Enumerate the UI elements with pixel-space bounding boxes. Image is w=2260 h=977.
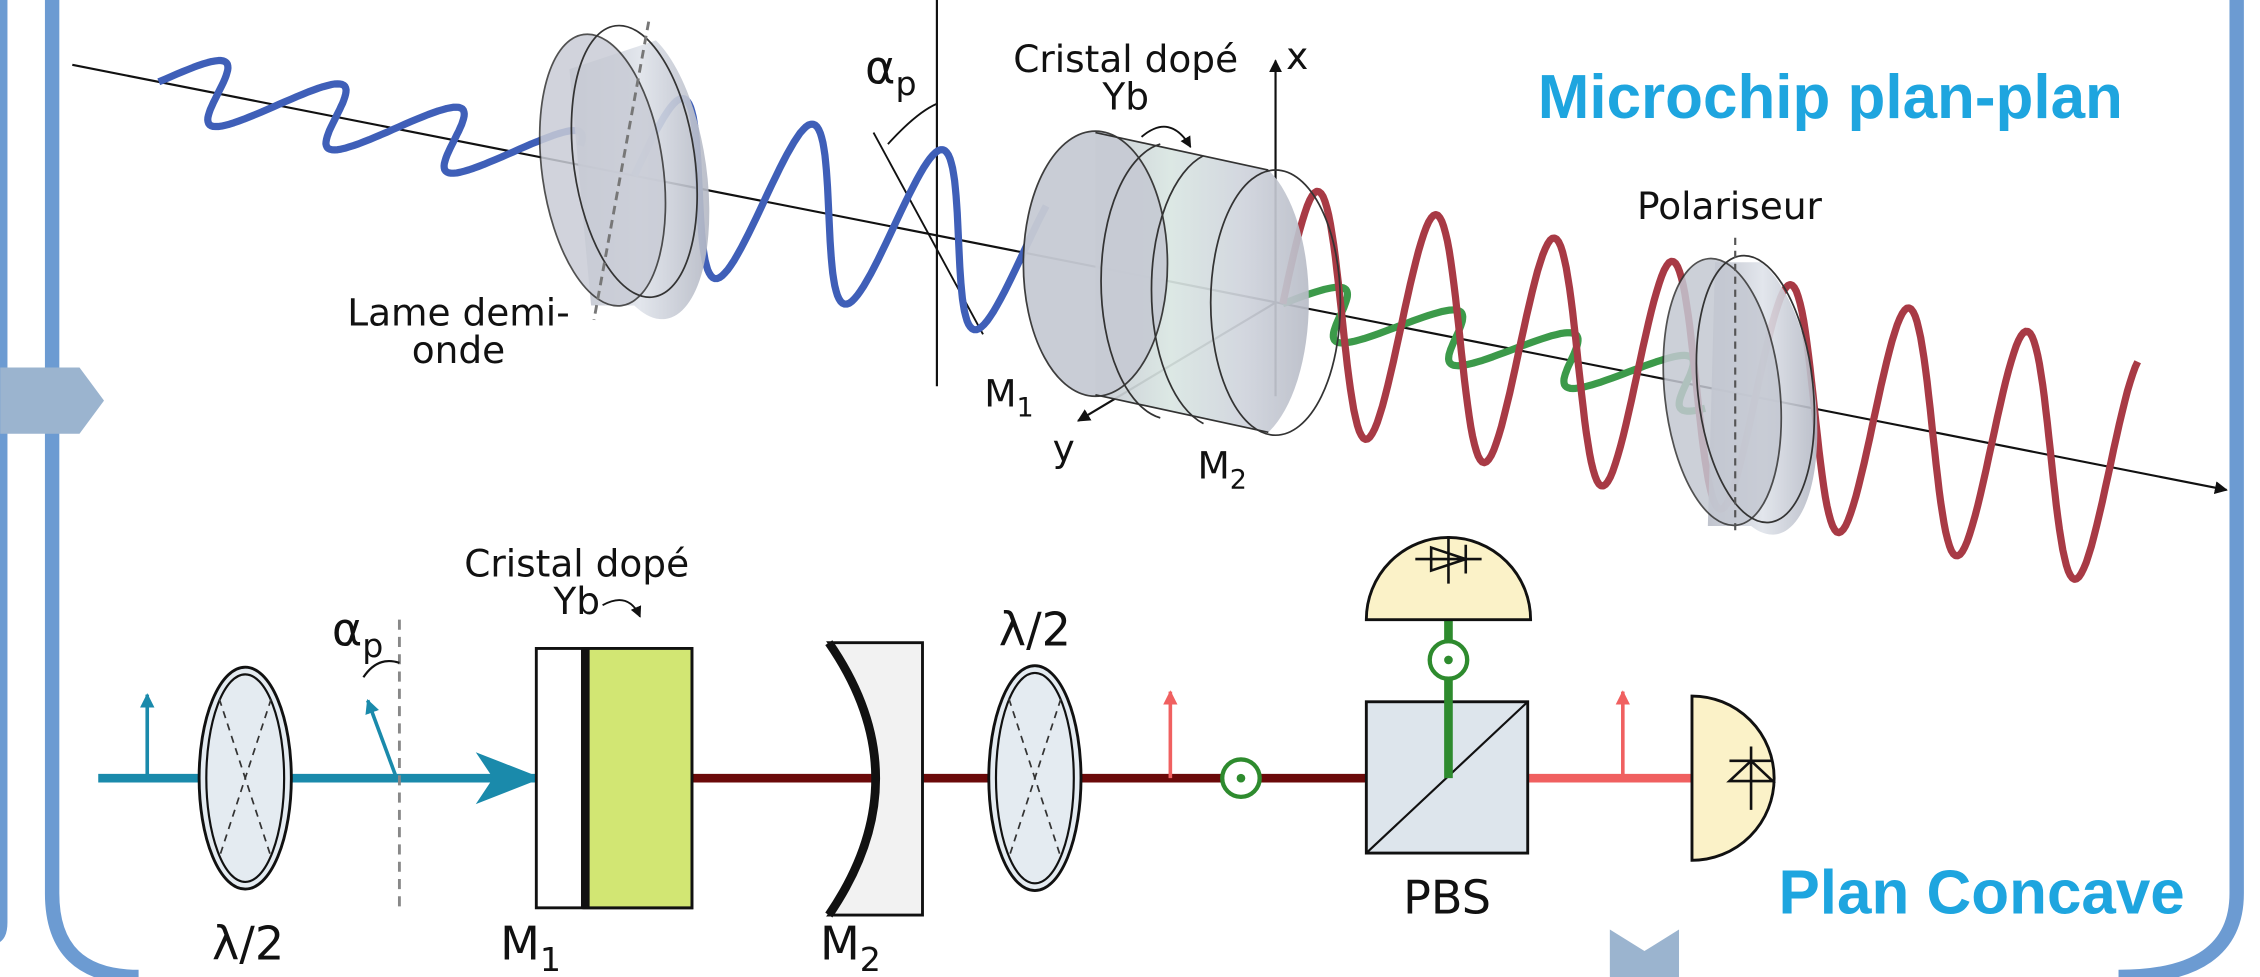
- label: αp: [865, 41, 916, 104]
- panel-title: Microchip plan-plan: [1538, 63, 2123, 132]
- label: λ/2: [212, 917, 284, 971]
- label: M2: [820, 917, 881, 977]
- label: Polariseur: [1637, 184, 1823, 228]
- wave: [157, 56, 587, 177]
- label: αp: [332, 603, 383, 666]
- label: Lame demi-: [347, 291, 569, 335]
- label: Yb: [1101, 75, 1149, 119]
- bottom-optics: [98, 536, 1776, 918]
- label: Cristal dopé: [464, 541, 689, 585]
- label: Cristal dopé: [1013, 37, 1238, 81]
- label: PBS: [1403, 871, 1491, 925]
- label: M1: [984, 371, 1034, 423]
- bottom-labels: Plan Concave Cristal dopé Yb αp λ/2 λ/2 …: [212, 541, 2185, 977]
- panel-title: Plan Concave: [1778, 859, 2184, 928]
- label: λ/2: [999, 603, 1071, 657]
- label: M2: [1197, 443, 1247, 495]
- label: Yb: [552, 579, 600, 623]
- label: M1: [500, 917, 561, 977]
- top-labels: Microchip plan-plan Cristal dopé Yb Lame…: [347, 34, 2123, 495]
- label: y: [1053, 426, 1075, 470]
- top-optics: [538, 21, 1818, 535]
- label: x: [1286, 34, 1308, 78]
- label: onde: [412, 328, 505, 372]
